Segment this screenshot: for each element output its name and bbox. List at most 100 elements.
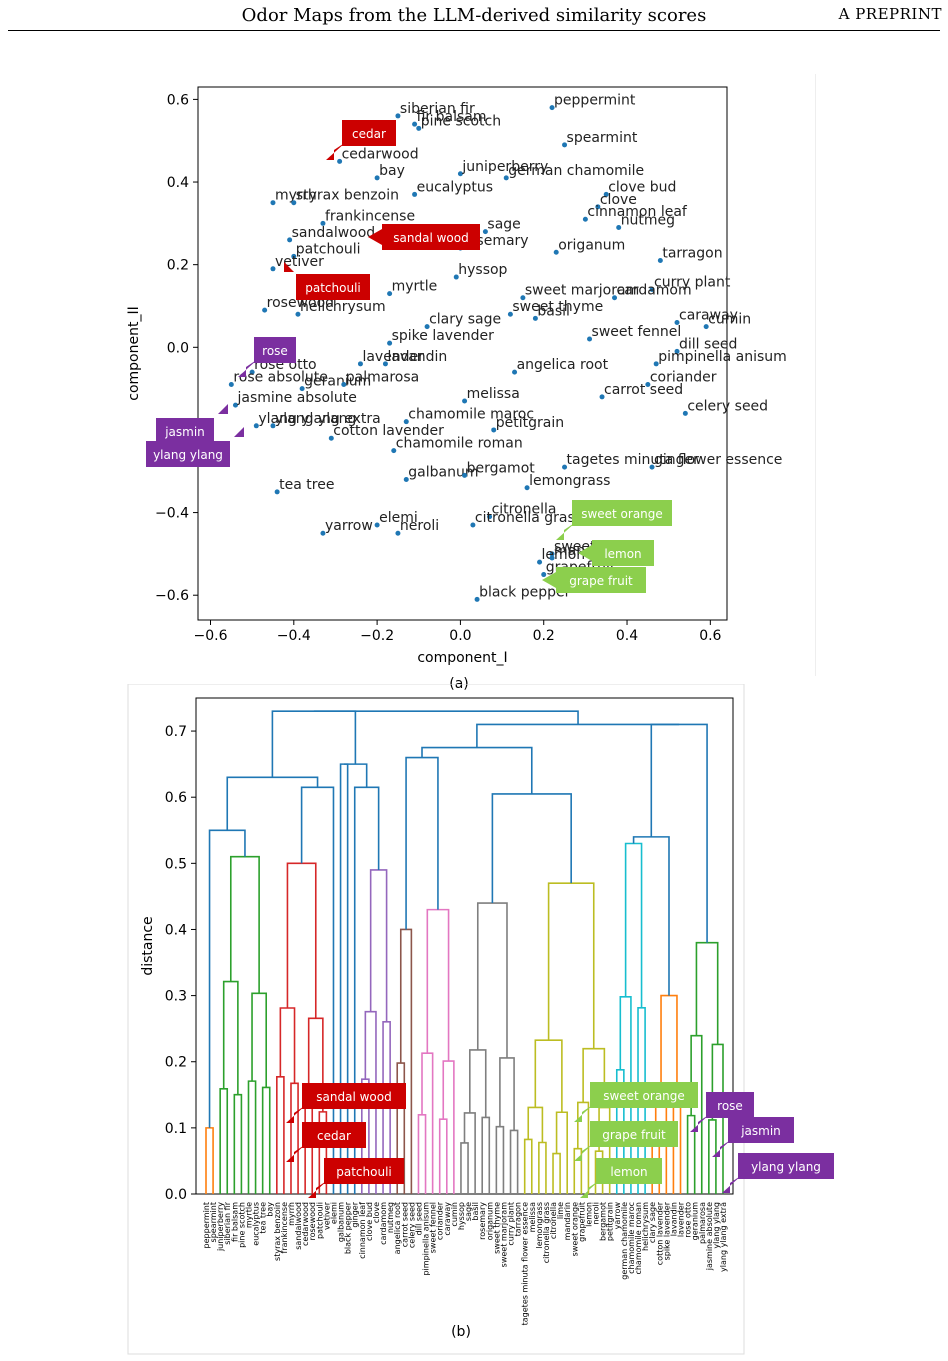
data-point xyxy=(270,266,276,272)
page-header: Odor Maps from the LLM-derived similarit… xyxy=(0,0,948,31)
dendrogram-link xyxy=(396,1062,406,1194)
leaf-label: spearmint xyxy=(209,1202,218,1242)
callout-arrow xyxy=(578,545,592,561)
y-tick-label: 0.0 xyxy=(167,340,189,356)
data-point xyxy=(457,171,463,177)
point-label: yarrow xyxy=(325,518,373,534)
point-label: spike lavender xyxy=(392,328,494,344)
callout-arrow xyxy=(722,1175,742,1193)
dendrogram-link xyxy=(226,776,319,831)
point-label: ylang ylang xyxy=(275,411,356,427)
dendrogram-link xyxy=(538,1141,547,1194)
data-point xyxy=(270,200,276,206)
plot-frame xyxy=(197,86,728,621)
point-label: lavandin xyxy=(387,349,447,365)
callout-arrow xyxy=(690,1114,710,1132)
point-label: cinnamon leaf xyxy=(587,204,688,220)
leaf-label: juniperberry xyxy=(216,1202,225,1252)
callout-box xyxy=(146,441,230,467)
leaf-label: bay xyxy=(266,1202,275,1217)
point-label: tarragon xyxy=(662,246,722,262)
dendrogram-link xyxy=(318,1111,328,1194)
leaf-label: rose otto xyxy=(684,1202,693,1238)
dendrogram-link xyxy=(261,1086,271,1194)
data-point xyxy=(512,369,518,375)
leaf-label: neroli xyxy=(592,1202,601,1224)
point-label: caraway xyxy=(679,308,738,324)
leaf-label: fir balsam xyxy=(230,1202,239,1242)
data-point xyxy=(328,435,334,441)
dendrogram-link xyxy=(247,1080,257,1194)
leaf-label: sandalwood xyxy=(294,1202,303,1250)
y-tick-label: −0.6 xyxy=(155,588,189,604)
dendrogram-link xyxy=(405,756,439,930)
point-label: citronella grass xyxy=(475,510,582,526)
y-tick-label: 0.6 xyxy=(167,92,189,108)
point-label: myrrh xyxy=(275,188,317,204)
point-label: clove xyxy=(600,192,637,208)
dendrogram-link xyxy=(481,1116,491,1194)
callout-text: patchouli xyxy=(305,281,361,295)
scatter-callout: patchouli xyxy=(284,262,370,300)
dendrogram-link xyxy=(632,836,670,996)
dendrogram-link xyxy=(534,1039,563,1113)
callout-text: cedar xyxy=(352,127,386,141)
dendrogram-link xyxy=(313,710,579,725)
x-tick-label: −0.6 xyxy=(193,628,227,644)
leaf-label: sweet orange xyxy=(570,1202,579,1256)
x-tick-label: 0.4 xyxy=(616,628,638,644)
data-point xyxy=(532,315,538,321)
point-label: coriander xyxy=(650,369,717,385)
point-label: tea tree xyxy=(279,477,334,493)
dendrogram-link xyxy=(469,1049,487,1118)
point-label: german chamomile xyxy=(508,163,644,179)
data-point xyxy=(274,489,280,495)
preprint-label: A PREPRINT xyxy=(838,5,942,23)
y-tick-label: 0.2 xyxy=(167,258,189,274)
data-point xyxy=(674,348,680,354)
point-label: frankincense xyxy=(325,208,415,224)
callout-box xyxy=(556,567,646,593)
callout-text: cedar xyxy=(317,1129,351,1143)
dendrogram-link xyxy=(233,1093,243,1194)
y-tick-label: 0.6 xyxy=(165,790,187,806)
y-tick-label: 0.1 xyxy=(165,1121,187,1137)
callout-arrow xyxy=(286,1144,306,1162)
dendrogram-link xyxy=(476,723,680,748)
point-label: myrtle xyxy=(392,279,438,295)
leaf-label: galbanum xyxy=(337,1202,346,1242)
scatter-callout: ylang ylang xyxy=(146,427,244,467)
x-tick-label: −0.2 xyxy=(360,628,394,644)
dendrogram-link xyxy=(463,1112,476,1194)
point-label: cedarwood xyxy=(342,146,419,162)
leaf-label: origanum xyxy=(485,1202,494,1241)
data-point xyxy=(491,427,497,433)
leaf-label: clove bud xyxy=(365,1202,374,1241)
dendrogram-link xyxy=(509,1129,519,1194)
leaf-label: german chamomile xyxy=(620,1202,629,1280)
point-label: juniperberry xyxy=(461,159,548,175)
leaf-label: lavender xyxy=(677,1201,686,1237)
callout-arrow xyxy=(542,572,556,588)
data-point xyxy=(645,381,651,387)
data-point xyxy=(657,258,663,264)
callout-arrow xyxy=(286,1105,306,1123)
plot-frame xyxy=(195,697,734,1195)
caption-b: (b) xyxy=(451,1324,471,1340)
leaf-label: pine scotch xyxy=(237,1202,246,1248)
leaf-label: chamomile maroc xyxy=(627,1202,636,1274)
data-point xyxy=(470,522,476,528)
point-label: curry plant xyxy=(654,274,731,290)
callout-box xyxy=(738,1153,834,1179)
data-point xyxy=(549,551,555,557)
dendrogram-callout: ylang ylang xyxy=(722,1153,834,1193)
leaf-label: myrrh xyxy=(287,1202,296,1226)
data-point xyxy=(249,369,255,375)
data-point xyxy=(595,204,601,210)
leaf-label: eucalyptus xyxy=(252,1202,261,1246)
dendrogram-link xyxy=(624,842,643,1008)
data-point xyxy=(395,530,401,536)
y-tick-label: 0.7 xyxy=(165,724,187,740)
data-point xyxy=(232,402,238,408)
dendrogram-link xyxy=(582,1047,606,1108)
